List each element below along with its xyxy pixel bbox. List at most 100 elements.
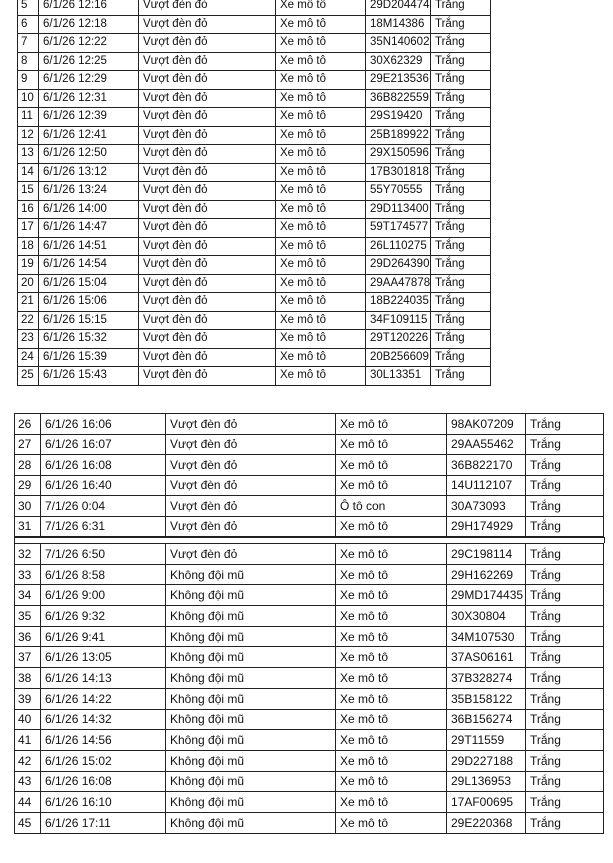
vehicle-type: Xe mô tô — [335, 811, 447, 834]
table-row: 37 6/1/26 13:05 Không đội mũ Xe mô tô 37AS06… — [14, 646, 604, 669]
violation-time: 6/1/26 15:43 — [38, 366, 139, 386]
table-row: 11 6/1/26 12:39 Vượt đèn đỏ Xe mô tô 29S1942… — [17, 107, 491, 127]
violation-type: Vượt đèn đỏ — [138, 273, 276, 293]
violation-type: Vượt đèn đỏ — [138, 236, 276, 256]
table-row: 29 6/1/26 16:40 Vượt đèn đỏ Xe mô tô 14U1121… — [14, 474, 604, 496]
table-row: 22 6/1/26 15:15 Vượt đèn đỏ Xe mô tô 34F1091… — [17, 310, 491, 330]
violation-time: 6/1/26 12:39 — [38, 107, 139, 127]
license-plate: 29H174929 — [446, 515, 526, 537]
row-number: 26 — [14, 413, 41, 435]
vehicle-type: Xe mô tô — [275, 0, 366, 16]
plate-color: Trắng — [525, 515, 604, 537]
license-plate: 29T120226 — [365, 329, 431, 349]
row-number: 29 — [14, 474, 41, 496]
plate-color: Trắng — [525, 584, 604, 607]
violation-type: Vượt đèn đỏ — [138, 218, 276, 238]
plate-color: Trắng — [430, 218, 491, 238]
violation-time: 6/1/26 14:22 — [40, 687, 166, 710]
plate-color: Trắng — [525, 495, 604, 517]
plate-color: Trắng — [430, 125, 491, 145]
row-number: 15 — [17, 181, 39, 201]
violation-time: 6/1/26 14:51 — [38, 236, 139, 256]
violation-type: Vượt đèn đỏ — [138, 199, 276, 219]
violation-type: Vượt đèn đỏ — [138, 310, 276, 330]
license-plate: 59T174577 — [365, 218, 431, 238]
violation-type: Vượt đèn đỏ — [138, 0, 276, 16]
violation-type: Không đội mũ — [165, 563, 336, 586]
row-number: 19 — [17, 255, 39, 275]
table-row: 39 6/1/26 14:22 Không đội mũ Xe mô tô 35B158… — [14, 687, 604, 710]
plate-color: Trắng — [525, 454, 604, 476]
violation-type: Vượt đèn đỏ — [138, 292, 276, 312]
table-row: 19 6/1/26 14:54 Vượt đèn đỏ Xe mô tô 29D2643… — [17, 255, 491, 275]
violation-type: Vượt đèn đỏ — [138, 70, 276, 90]
vehicle-type: Xe mô tô — [335, 646, 447, 669]
violation-time: 6/1/26 14:47 — [38, 218, 139, 238]
row-number: 18 — [17, 236, 39, 256]
vehicle-type: Xe mô tô — [335, 708, 447, 731]
row-number: 35 — [14, 605, 41, 627]
violation-type: Không đội mũ — [165, 605, 336, 627]
vehicle-type: Xe mô tô — [335, 543, 447, 565]
violation-time: 7/1/26 6:50 — [40, 543, 166, 565]
violation-type: Không đội mũ — [165, 584, 336, 607]
row-number: 42 — [14, 749, 41, 772]
vehicle-type: Xe mô tô — [275, 144, 366, 164]
vehicle-type: Xe mô tô — [275, 255, 366, 275]
license-plate: 30X30804 — [446, 605, 526, 627]
violation-type: Vượt đèn đỏ — [138, 51, 276, 71]
violation-type: Vượt đèn đỏ — [165, 433, 336, 455]
table-row: 40 6/1/26 14:32 Không đội mũ Xe mô tô 36B156… — [14, 708, 604, 731]
violation-type: Vượt đèn đỏ — [165, 543, 336, 565]
table-row: 33 6/1/26 8:58 Không đội mũ Xe mô tô 29H1622… — [14, 563, 604, 586]
violation-time: 6/1/26 16:10 — [40, 791, 166, 813]
license-plate: 35B158122 — [446, 687, 526, 710]
violation-type: Không đội mũ — [165, 811, 336, 834]
violation-type: Không đội mũ — [165, 625, 336, 648]
violation-type: Vượt đèn đỏ — [165, 495, 336, 517]
plate-color: Trắng — [525, 667, 604, 689]
violation-time: 6/1/26 12:25 — [38, 51, 139, 71]
plate-color: Trắng — [430, 199, 491, 219]
vehicle-type: Xe mô tô — [275, 236, 366, 256]
vehicle-type: Xe mô tô — [275, 292, 366, 312]
license-plate: 29AA47878 — [365, 273, 431, 293]
table-row: 7 6/1/26 12:22 Vượt đèn đỏ Xe mô tô 35N14060… — [17, 33, 491, 53]
vehicle-type: Xe mô tô — [335, 474, 447, 496]
row-number: 22 — [17, 310, 39, 330]
license-plate: 29E220368 — [446, 811, 526, 834]
row-number: 34 — [14, 584, 41, 607]
plate-color: Trắng — [430, 347, 491, 367]
violation-time: 6/1/26 16:07 — [40, 433, 166, 455]
violations-table-part-1: 5 6/1/26 12:16 Vượt đèn đỏ Xe mô tô 29D20447… — [17, 0, 491, 386]
row-number: 11 — [17, 107, 39, 127]
plate-color: Trắng — [525, 687, 604, 710]
plate-color: Trắng — [430, 14, 491, 34]
row-number: 37 — [14, 646, 41, 669]
violation-time: 6/1/26 17:11 — [40, 811, 166, 834]
violation-type: Vượt đèn đỏ — [165, 454, 336, 476]
plate-color: Trắng — [430, 107, 491, 127]
vehicle-type: Xe mô tô — [335, 749, 447, 772]
license-plate: 37AS06161 — [446, 646, 526, 669]
license-plate: 29S19420 — [365, 107, 431, 127]
plate-color: Trắng — [525, 413, 604, 435]
vehicle-type: Xe mô tô — [275, 329, 366, 349]
table-row: 17 6/1/26 14:47 Vượt đèn đỏ Xe mô tô 59T1745… — [17, 218, 491, 238]
violation-time: 6/1/26 16:06 — [40, 413, 166, 435]
license-plate: 29E213536 — [365, 70, 431, 90]
row-number: 20 — [17, 273, 39, 293]
violation-type: Vượt đèn đỏ — [138, 107, 276, 127]
violation-time: 6/1/26 16:08 — [40, 454, 166, 476]
license-plate: 36B156274 — [446, 708, 526, 731]
license-plate: 29D264390 — [365, 255, 431, 275]
row-number: 16 — [17, 199, 39, 219]
license-plate: 29X150596 — [365, 144, 431, 164]
plate-color: Trắng — [525, 543, 604, 565]
plate-color: Trắng — [430, 144, 491, 164]
violation-type: Vượt đèn đỏ — [165, 474, 336, 496]
license-plate: 30X62329 — [365, 51, 431, 71]
row-number: 31 — [14, 515, 41, 537]
vehicle-type: Xe mô tô — [335, 413, 447, 435]
table-row: 35 6/1/26 9:32 Không đội mũ Xe mô tô 30X3080… — [14, 605, 604, 627]
